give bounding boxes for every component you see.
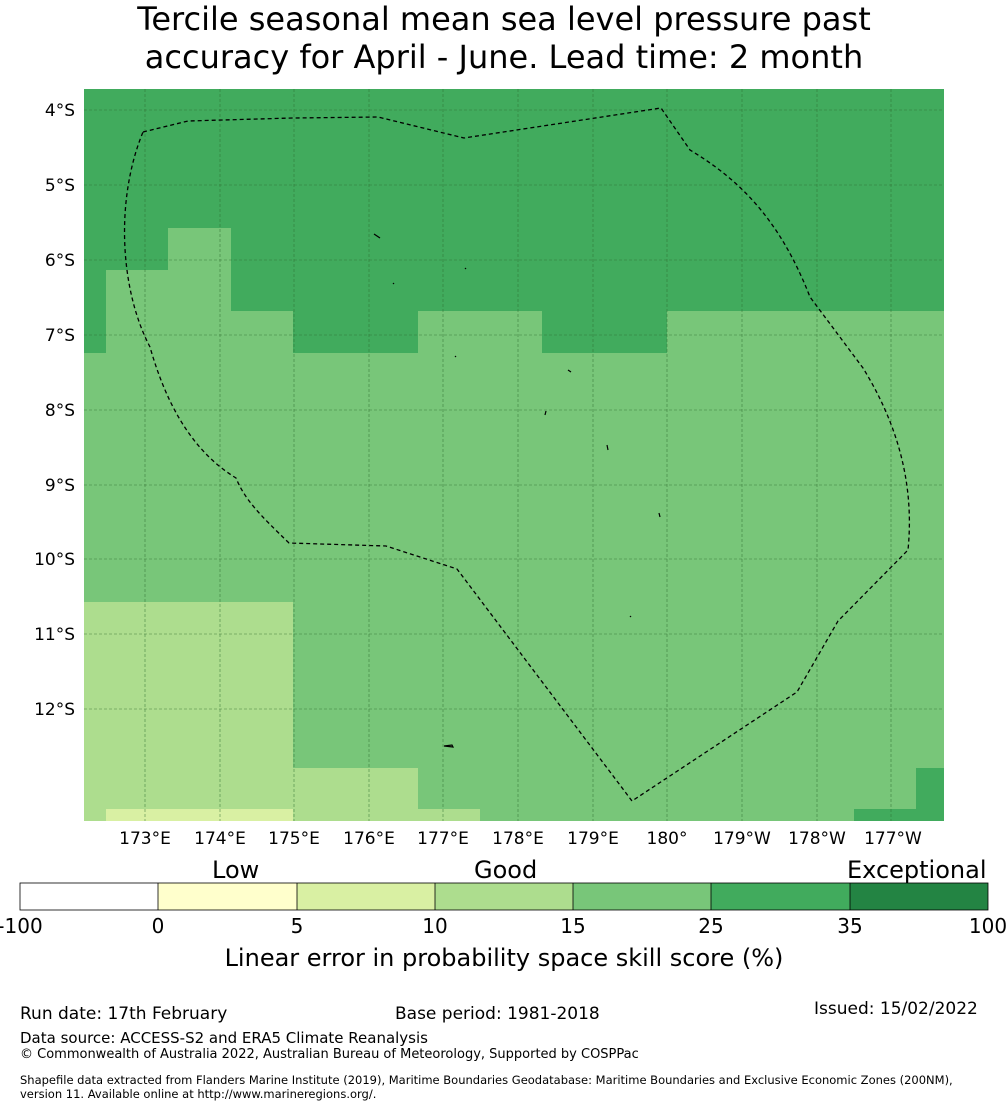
lon-label-180: 180° xyxy=(647,829,688,849)
lat-label-6s: 6°S xyxy=(45,251,75,271)
lon-label-177e: 177°E xyxy=(417,829,469,849)
colorbar-segment-3 xyxy=(297,883,435,910)
title-line-2: accuracy for April - June. Lead time: 2 … xyxy=(144,38,864,76)
run-date: Run date: 17th February xyxy=(20,1004,228,1024)
colorbar-segment-2 xyxy=(158,883,297,910)
latitude-labels: 4°S 5°S 6°S 7°S 8°S 9°S 10°S 11°S 12°S xyxy=(34,101,75,720)
lat-label-7s: 7°S xyxy=(45,326,75,346)
colorbar-tick: 10 xyxy=(422,914,448,938)
colorbar-segment-5 xyxy=(573,883,711,910)
skill-score-grid xyxy=(84,89,944,821)
lon-label-174e: 174°E xyxy=(194,829,246,849)
high-skill-cell-se xyxy=(916,768,944,821)
colorbar-label-low: Low xyxy=(212,856,260,884)
island-5 xyxy=(567,369,572,373)
colorbar-tick: 25 xyxy=(698,914,724,938)
lon-label-179w: 179°W xyxy=(713,829,771,849)
high-skill-region-north xyxy=(84,89,944,353)
lon-label-177w: 177°W xyxy=(864,829,922,849)
colorbar xyxy=(19,882,989,911)
island-1 xyxy=(373,233,381,239)
island-4 xyxy=(454,355,457,358)
lon-label-173e: 173°E xyxy=(119,829,171,849)
colorbar-tick: 35 xyxy=(837,914,863,938)
lat-label-10s: 10°S xyxy=(34,550,75,570)
colorbar-segment-4 xyxy=(435,883,573,910)
colorbar-segment-7 xyxy=(850,883,988,910)
island-3 xyxy=(464,267,467,270)
colorbar-segment-1 xyxy=(20,883,158,910)
island-10 xyxy=(443,744,455,748)
lon-label-179e: 179°E xyxy=(567,829,619,849)
low-skill-cell-sw xyxy=(106,809,293,821)
colorbar-tick: 5 xyxy=(290,914,304,938)
colorbar-label-good: Good xyxy=(474,856,538,884)
lon-label-178w: 178°W xyxy=(788,829,846,849)
lower-skill-region-sw xyxy=(84,602,480,821)
lat-label-5s: 5°S xyxy=(45,176,75,196)
title-line-1: Tercile seasonal mean sea level pressure… xyxy=(137,0,871,38)
island-7 xyxy=(606,444,609,451)
lon-label-178e: 178°E xyxy=(492,829,544,849)
colorbar-tick: 100 xyxy=(968,914,1008,938)
lat-label-9s: 9°S xyxy=(45,476,75,496)
data-source: Data source: ACCESS-S2 and ERA5 Climate … xyxy=(20,1029,428,1047)
longitude-labels: 173°E 174°E 175°E 176°E 177°E 178°E 179°… xyxy=(119,829,922,849)
colorbar-title: Linear error in probability space skill … xyxy=(224,944,784,972)
shapefile-credit-line-2: version 11. Available online at http://w… xyxy=(20,1087,377,1101)
eez-boundary xyxy=(123,107,911,802)
copyright: © Commonwealth of Australia 2022, Austra… xyxy=(20,1047,639,1062)
colorbar-tick: -100 xyxy=(0,914,43,938)
lon-label-176e: 176°E xyxy=(343,829,395,849)
island-6 xyxy=(544,410,547,416)
colorbar-tick: 0 xyxy=(151,914,165,938)
lat-label-12s: 12°S xyxy=(34,700,75,720)
base-period: Base period: 1981-2018 xyxy=(395,1004,600,1024)
island-9 xyxy=(629,615,632,618)
colorbar-tick: 15 xyxy=(560,914,586,938)
graticule xyxy=(84,89,944,821)
islands xyxy=(373,233,661,748)
lon-label-175e: 175°E xyxy=(268,829,320,849)
island-8 xyxy=(658,512,661,518)
island-2 xyxy=(392,282,395,285)
colorbar-segment-6 xyxy=(711,883,850,910)
colorbar-label-exceptional: Exceptional xyxy=(847,856,987,884)
lat-label-4s: 4°S xyxy=(45,101,75,121)
lat-label-11s: 11°S xyxy=(34,625,75,645)
map-title: Tercile seasonal mean sea level pressure… xyxy=(0,0,1008,76)
high-skill-cell-se2 xyxy=(854,809,916,821)
shapefile-credit-line-1: Shapefile data extracted from Flanders M… xyxy=(20,1073,953,1087)
issued-date: Issued: 15/02/2022 xyxy=(814,999,978,1019)
lat-label-8s: 8°S xyxy=(45,401,75,421)
